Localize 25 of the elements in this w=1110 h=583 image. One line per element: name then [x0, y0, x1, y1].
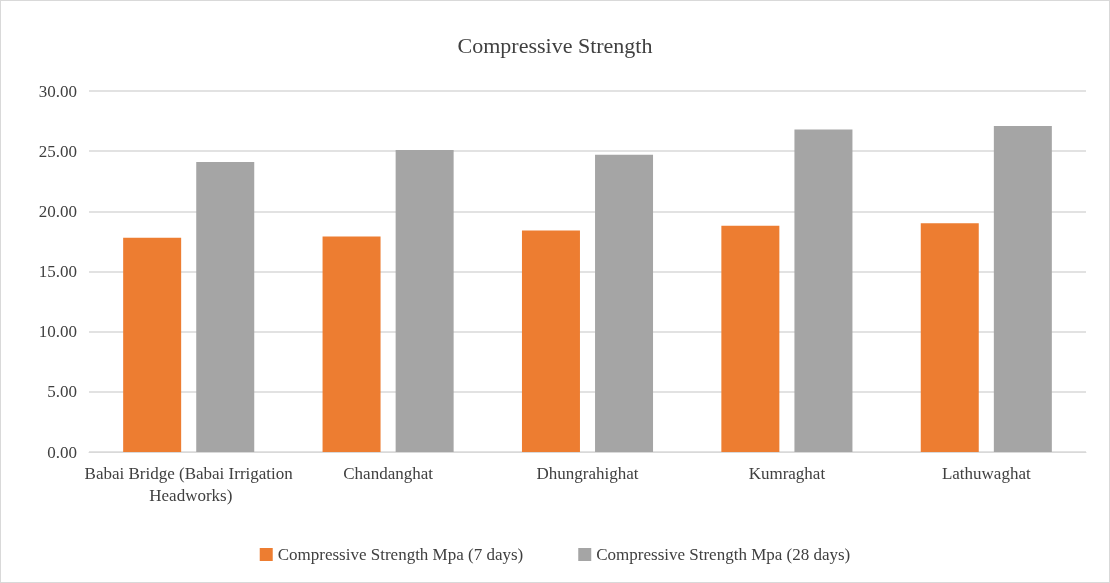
bar: [123, 237, 182, 452]
bar: [794, 129, 853, 452]
legend-label: Compressive Strength Mpa (7 days): [277, 545, 524, 564]
chart-title: Compressive Strength: [457, 32, 653, 58]
x-tick-label: Chandanghat: [343, 463, 434, 483]
y-tick-label: 20.00: [38, 201, 77, 221]
bar: [196, 162, 255, 452]
bar: [920, 223, 979, 452]
y-tick-label: 5.00: [47, 382, 77, 402]
bar: [595, 154, 654, 452]
y-tick-label: 15.00: [38, 262, 77, 281]
bar: [993, 125, 1052, 452]
x-tick-label: Kumraghat: [748, 463, 826, 483]
y-tick-label: 25.00: [38, 141, 77, 161]
y-tick-label: 0.00: [47, 442, 77, 462]
y-tick-label: 10.00: [38, 322, 77, 342]
x-tick-label: Dhungrahighat: [536, 463, 639, 483]
y-tick-label: 30.00: [38, 81, 77, 101]
bar: [721, 225, 780, 452]
bar: [322, 236, 381, 452]
bar: [395, 149, 454, 452]
bar: [521, 230, 580, 452]
legend-label: Compressive Strength Mpa (28 days): [596, 545, 851, 564]
x-tick-label: Babai Bridge (Babai Irrigation Headworks): [84, 463, 294, 505]
x-tick-label: Lathuwaghat: [941, 463, 1031, 483]
